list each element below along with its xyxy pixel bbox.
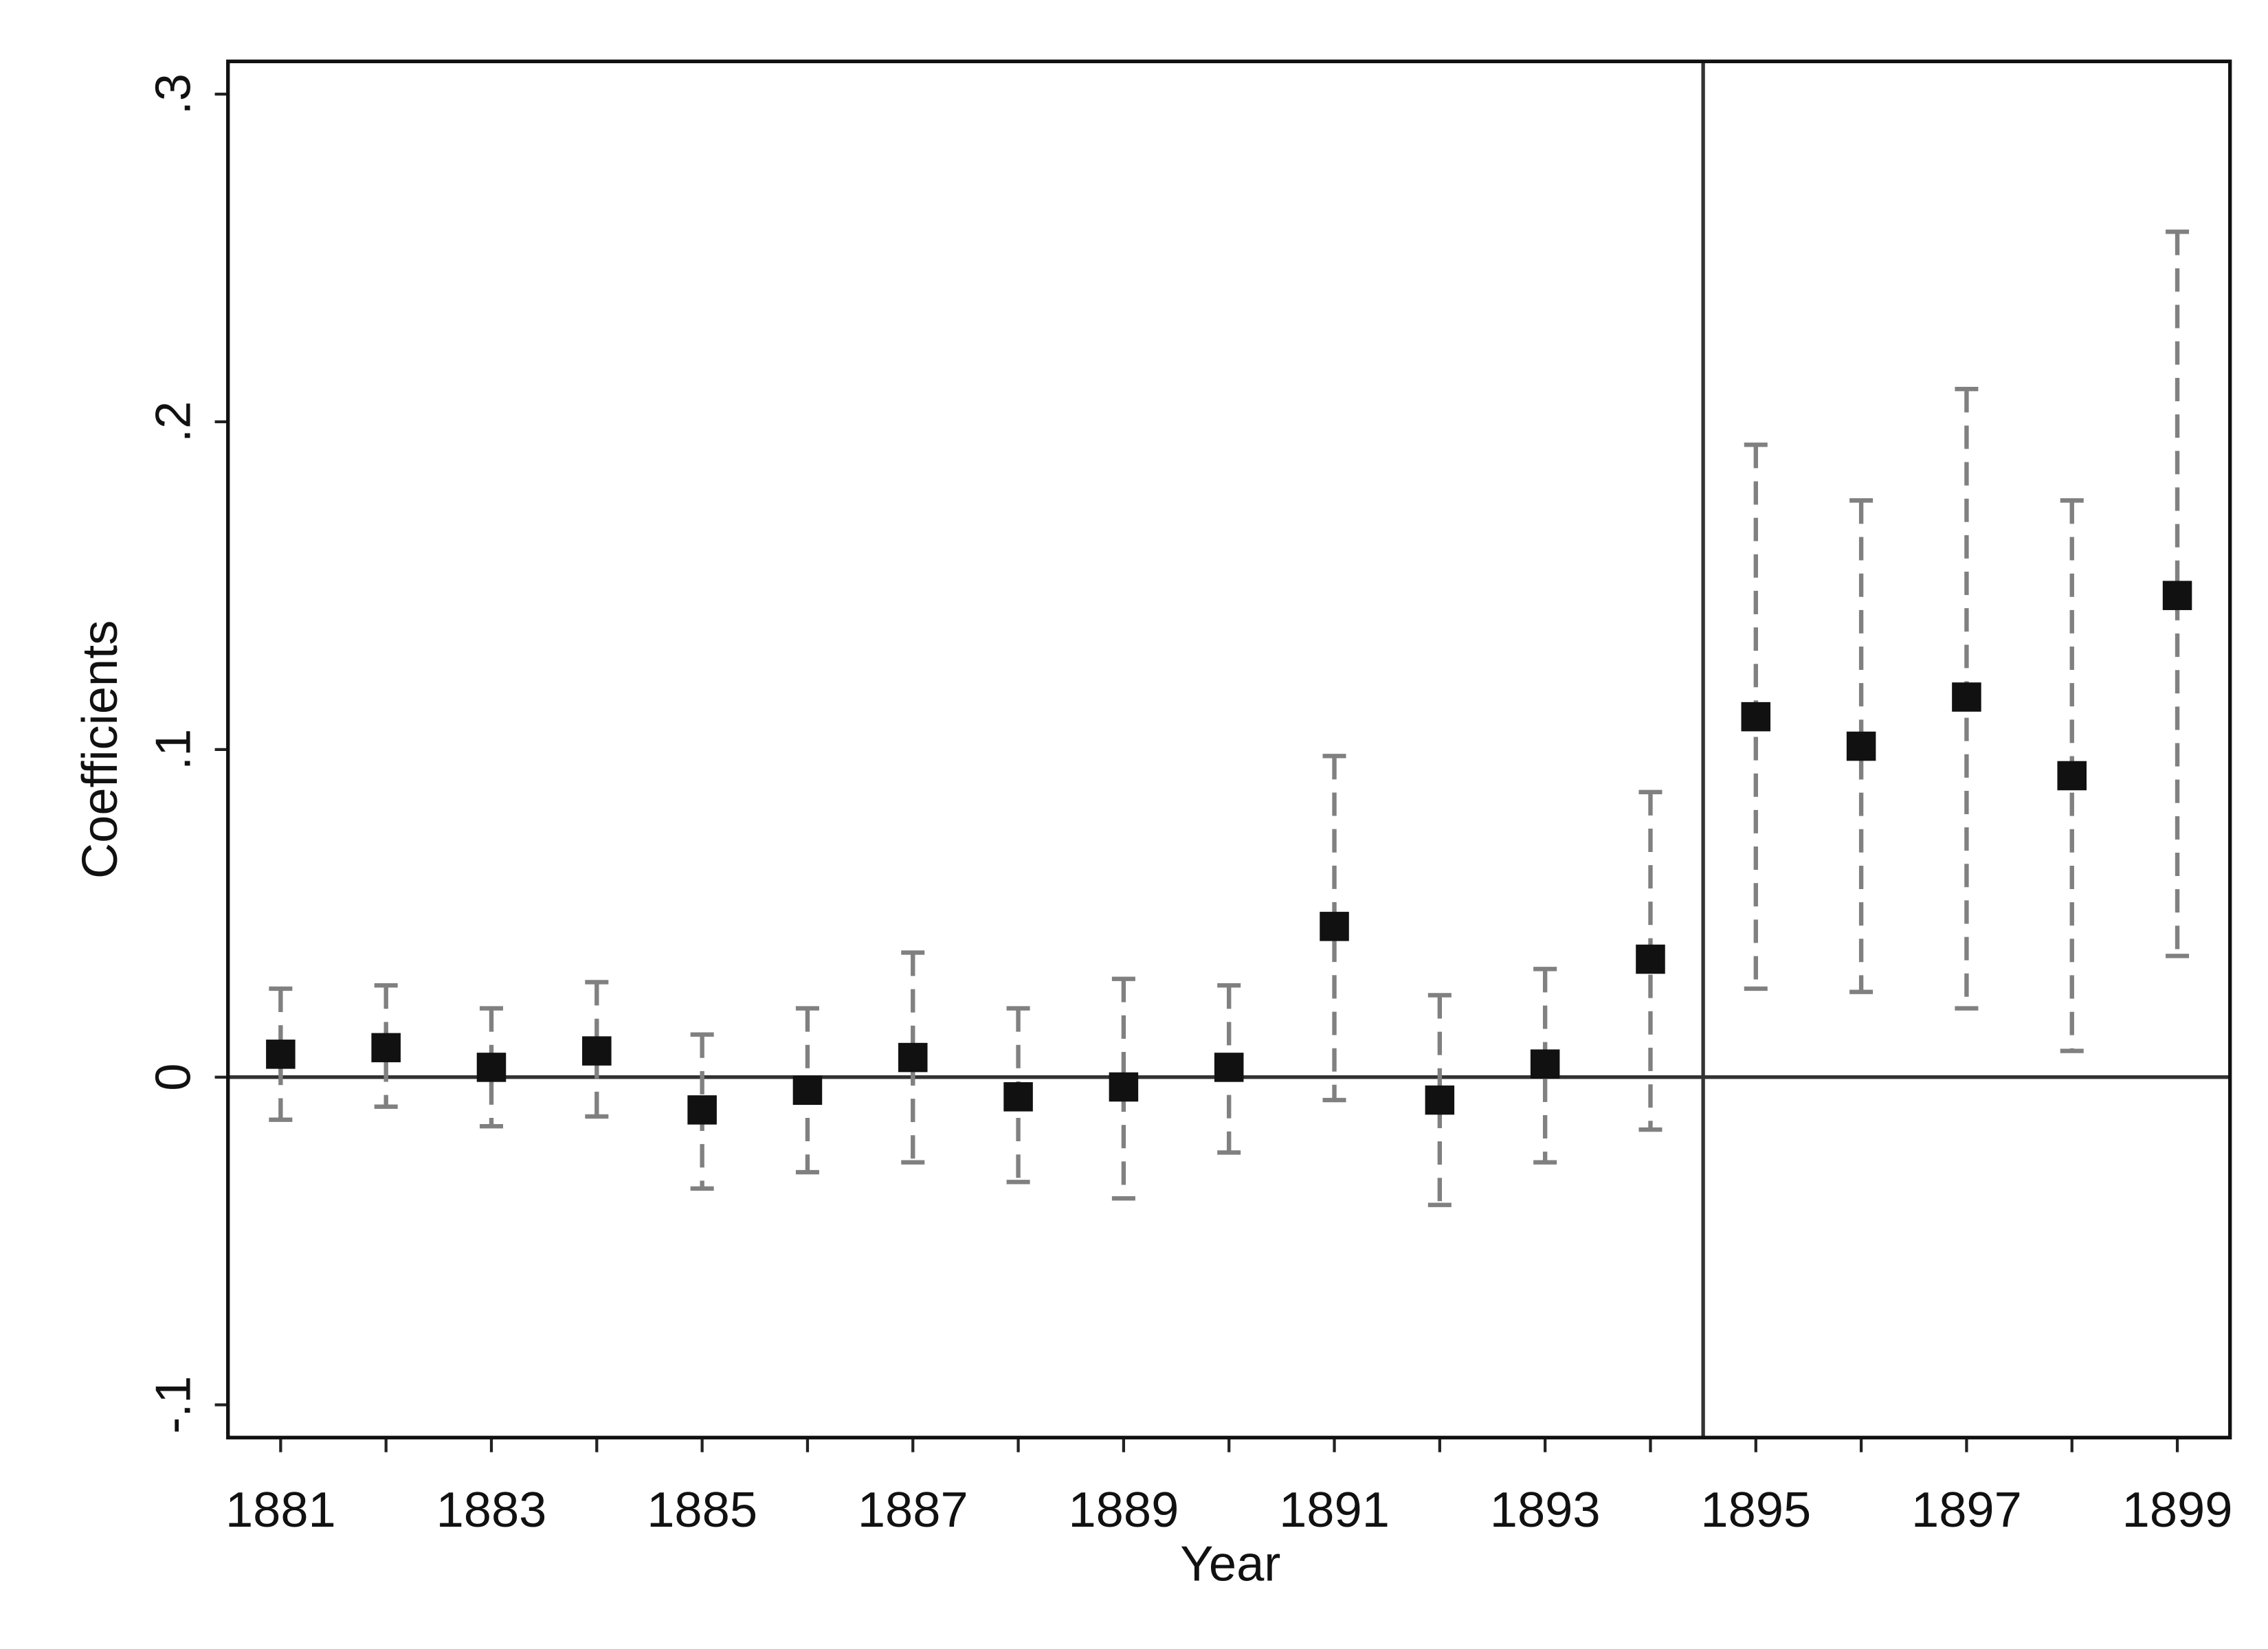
x-tick-label: 1899 [2122,1483,2233,1538]
y-tick-label: .2 [146,401,201,442]
point [582,1036,612,1066]
y-tick-label: .1 [146,729,201,770]
point [1003,1082,1033,1112]
x-tick-label: 1893 [1490,1483,1601,1538]
point [1846,731,1876,761]
point [792,1075,823,1106]
y-tick-label: .3 [146,74,201,115]
x-tick-label: 1881 [225,1483,336,1538]
x-tick-label: 1885 [647,1483,757,1538]
point [898,1042,928,1073]
x-tick-label: 1891 [1279,1483,1390,1538]
x-tick-label: 1889 [1068,1483,1179,1538]
point [476,1053,507,1082]
x-axis-title: Year [1180,1537,1280,1592]
x-tick-label: 1897 [1911,1483,2022,1538]
y-tick-label: -.1 [146,1376,201,1433]
x-tick-label: 1887 [858,1483,968,1538]
x-tick-label: 1883 [436,1483,547,1538]
plot-frame [226,59,2232,1439]
point [1109,1072,1139,1102]
point [371,1033,401,1063]
point [1952,682,1981,712]
point [266,1040,296,1069]
point [2057,761,2087,791]
y-axis-title: Coefficients [73,620,128,879]
point [1530,1049,1560,1079]
point [1741,702,1771,732]
point [1425,1085,1455,1115]
y-tick-label: 0 [146,1064,201,1091]
x-tick-label: 1895 [1700,1483,1811,1538]
point [1320,912,1349,941]
point [687,1095,717,1125]
point [2162,581,2192,610]
point [1214,1053,1244,1082]
point [1636,944,1665,974]
